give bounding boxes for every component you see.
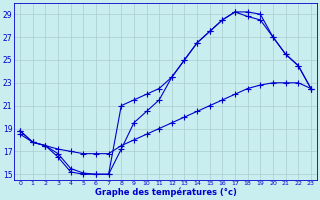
X-axis label: Graphe des températures (°c): Graphe des températures (°c) <box>95 188 236 197</box>
